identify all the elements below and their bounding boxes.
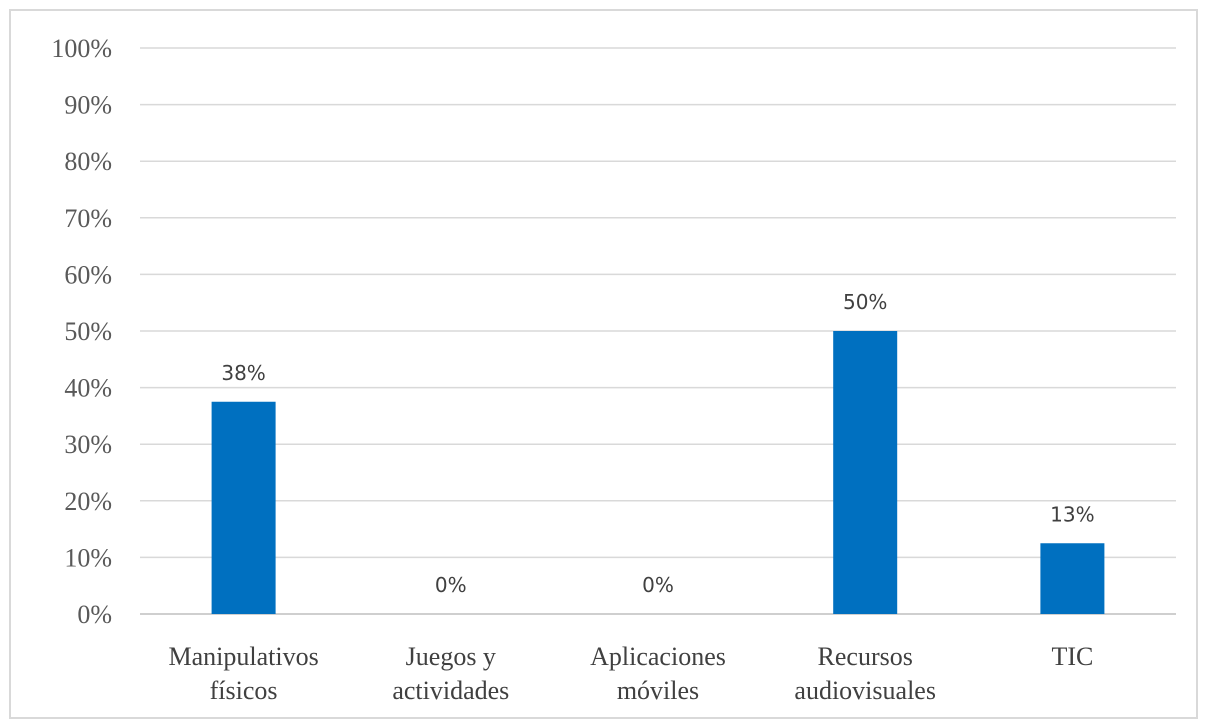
y-tick-label: 60% (64, 260, 112, 289)
y-tick-label: 80% (64, 147, 112, 176)
x-tick-label: Recursos (818, 642, 913, 671)
y-tick-label: 70% (64, 204, 112, 233)
x-tick-label: Manipulativos (168, 642, 318, 671)
bar (833, 331, 898, 614)
y-tick-label: 30% (64, 430, 112, 459)
x-tick-label: Aplicaciones (590, 642, 726, 671)
x-tick-label: actividades (392, 676, 509, 705)
y-tick-label: 20% (64, 487, 112, 516)
gridlines (140, 47, 1176, 615)
x-tick-label: físicos (210, 676, 278, 705)
y-axis-ticks: 0% 10% 20% 30% 40% 50% 60% 70% 80% 90% 100% (51, 34, 112, 629)
y-tick-label: 50% (64, 317, 112, 346)
bar (211, 401, 276, 614)
y-tick-label: 40% (64, 374, 112, 403)
bar (1040, 543, 1105, 614)
y-tick-label: 0% (77, 600, 112, 629)
data-label: 0% (642, 573, 674, 597)
data-label: 50% (843, 290, 887, 314)
data-label: 13% (1050, 502, 1094, 526)
x-tick-label: móviles (617, 676, 699, 705)
data-labels: 38% 0% 0% 50% 13% (221, 290, 1094, 597)
x-tick-label: TIC (1051, 642, 1093, 671)
data-label: 0% (435, 573, 467, 597)
chart-frame (9, 9, 1198, 719)
y-tick-label: 10% (64, 543, 112, 572)
y-tick-label: 100% (51, 34, 112, 63)
data-label: 38% (221, 361, 265, 385)
x-tick-label: Juegos y (406, 642, 496, 671)
x-tick-label: audiovisuales (794, 676, 936, 705)
bars (211, 331, 1105, 614)
x-axis-ticks: Manipulativos físicos Juegos y actividades A… (168, 642, 1093, 705)
y-tick-label: 90% (64, 91, 112, 120)
